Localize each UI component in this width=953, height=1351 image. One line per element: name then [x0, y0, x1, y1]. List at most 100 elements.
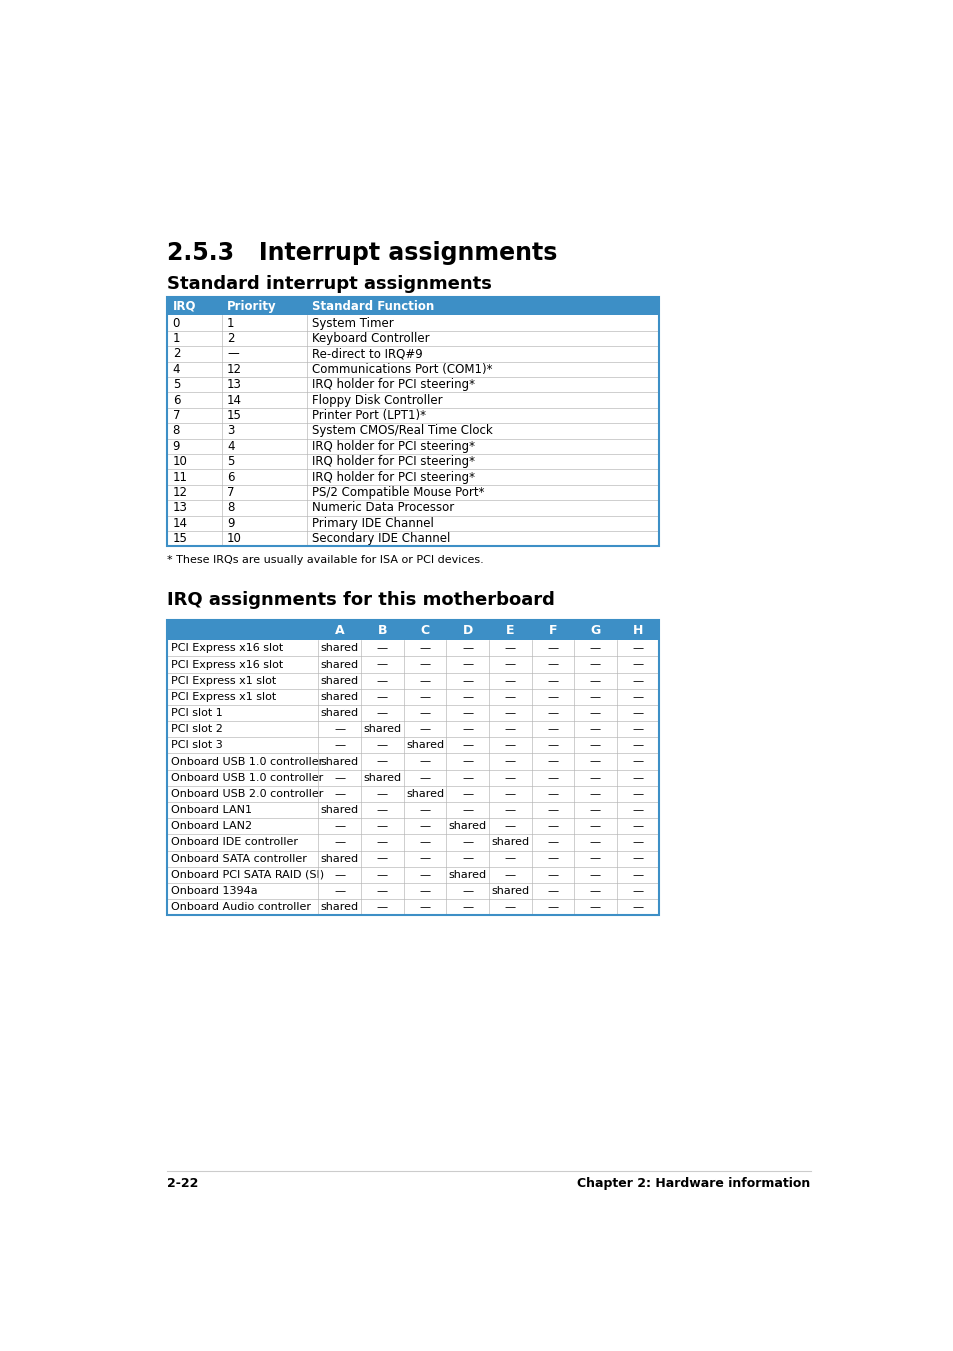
- Text: —: —: [632, 886, 643, 896]
- Text: shared: shared: [363, 724, 401, 734]
- Text: —: —: [632, 757, 643, 766]
- Text: —: —: [632, 821, 643, 831]
- Text: —: —: [334, 870, 345, 880]
- Text: 8: 8: [227, 501, 234, 515]
- Text: —: —: [632, 643, 643, 654]
- Text: Onboard LAN1: Onboard LAN1: [171, 805, 252, 815]
- Text: —: —: [547, 740, 558, 750]
- Text: Onboard PCI SATA RAID (SI): Onboard PCI SATA RAID (SI): [171, 870, 324, 880]
- Text: —: —: [547, 886, 558, 896]
- Text: 5: 5: [227, 455, 234, 469]
- Text: 14: 14: [172, 516, 188, 530]
- Bar: [167, 315, 658, 546]
- Text: —: —: [419, 659, 430, 670]
- Text: —: —: [589, 724, 600, 734]
- Text: shared: shared: [448, 821, 486, 831]
- Text: 4: 4: [172, 363, 180, 376]
- Text: —: —: [376, 821, 388, 831]
- Text: Onboard USB 2.0 controller: Onboard USB 2.0 controller: [171, 789, 323, 798]
- Text: shared: shared: [320, 805, 358, 815]
- Text: Priority: Priority: [227, 300, 276, 312]
- Text: 6: 6: [227, 470, 234, 484]
- Text: —: —: [632, 708, 643, 717]
- Text: PCI slot 3: PCI slot 3: [171, 740, 223, 750]
- Text: —: —: [547, 789, 558, 798]
- Text: —: —: [461, 773, 473, 782]
- Text: 2.5.3   Interrupt assignments: 2.5.3 Interrupt assignments: [167, 240, 558, 265]
- Text: IRQ assignments for this motherboard: IRQ assignments for this motherboard: [167, 592, 555, 609]
- Text: —: —: [547, 659, 558, 670]
- Text: —: —: [376, 805, 388, 815]
- Text: —: —: [419, 902, 430, 912]
- Text: Onboard USB 1.0 controller: Onboard USB 1.0 controller: [171, 773, 323, 782]
- Text: 10: 10: [172, 455, 188, 469]
- Text: shared: shared: [405, 789, 443, 798]
- Text: —: —: [504, 789, 516, 798]
- Text: —: —: [376, 870, 388, 880]
- Text: 15: 15: [227, 409, 242, 422]
- Text: System Timer: System Timer: [312, 316, 394, 330]
- Text: —: —: [547, 724, 558, 734]
- Text: —: —: [547, 854, 558, 863]
- Text: shared: shared: [320, 757, 358, 766]
- Text: Standard Function: Standard Function: [312, 300, 434, 312]
- Text: Onboard 1394a: Onboard 1394a: [171, 886, 257, 896]
- Text: shared: shared: [320, 708, 358, 717]
- Text: —: —: [334, 821, 345, 831]
- Text: Standard interrupt assignments: Standard interrupt assignments: [167, 274, 492, 293]
- Text: —: —: [589, 708, 600, 717]
- Text: shared: shared: [320, 854, 358, 863]
- Text: —: —: [589, 692, 600, 703]
- Text: —: —: [419, 821, 430, 831]
- Text: —: —: [632, 789, 643, 798]
- Text: 12: 12: [172, 486, 188, 499]
- Text: —: —: [376, 659, 388, 670]
- Text: shared: shared: [491, 838, 529, 847]
- Text: —: —: [334, 886, 345, 896]
- Text: 7: 7: [172, 409, 180, 422]
- Text: 4: 4: [227, 439, 234, 453]
- Text: Printer Port (LPT1)*: Printer Port (LPT1)*: [312, 409, 426, 422]
- Text: —: —: [376, 902, 388, 912]
- Text: IRQ holder for PCI steering*: IRQ holder for PCI steering*: [312, 470, 475, 484]
- Text: —: —: [632, 724, 643, 734]
- Text: H: H: [632, 624, 642, 636]
- Text: —: —: [334, 773, 345, 782]
- Text: —: —: [589, 757, 600, 766]
- Text: PS/2 Compatible Mouse Port*: PS/2 Compatible Mouse Port*: [312, 486, 484, 499]
- Text: * These IRQs are usually available for ISA or PCI devices.: * These IRQs are usually available for I…: [167, 555, 483, 565]
- Text: —: —: [632, 740, 643, 750]
- Text: Onboard SATA controller: Onboard SATA controller: [171, 854, 307, 863]
- Text: PCI Express x16 slot: PCI Express x16 slot: [171, 659, 283, 670]
- Text: —: —: [632, 838, 643, 847]
- Text: shared: shared: [320, 692, 358, 703]
- Text: —: —: [419, 886, 430, 896]
- Text: shared: shared: [363, 773, 401, 782]
- Text: 2: 2: [227, 332, 234, 345]
- Text: 14: 14: [227, 393, 242, 407]
- Text: G: G: [590, 624, 600, 636]
- Text: PCI Express x1 slot: PCI Express x1 slot: [171, 692, 276, 703]
- Text: Chapter 2: Hardware information: Chapter 2: Hardware information: [577, 1177, 810, 1190]
- Text: PCI Express x1 slot: PCI Express x1 slot: [171, 676, 276, 686]
- Text: 13: 13: [172, 501, 188, 515]
- Text: —: —: [589, 838, 600, 847]
- Text: —: —: [632, 854, 643, 863]
- Text: 2: 2: [172, 347, 180, 361]
- Text: —: —: [419, 805, 430, 815]
- Text: 12: 12: [227, 363, 242, 376]
- Text: —: —: [376, 740, 388, 750]
- Text: —: —: [632, 902, 643, 912]
- Text: —: —: [589, 676, 600, 686]
- Bar: [167, 620, 659, 640]
- Text: —: —: [376, 838, 388, 847]
- Text: System CMOS/Real Time Clock: System CMOS/Real Time Clock: [312, 424, 493, 438]
- Text: —: —: [376, 708, 388, 717]
- Text: —: —: [461, 838, 473, 847]
- Text: —: —: [419, 724, 430, 734]
- Text: —: —: [461, 643, 473, 654]
- Text: 3: 3: [227, 424, 234, 438]
- Text: PCI slot 2: PCI slot 2: [171, 724, 223, 734]
- Text: —: —: [461, 854, 473, 863]
- Bar: [167, 620, 659, 915]
